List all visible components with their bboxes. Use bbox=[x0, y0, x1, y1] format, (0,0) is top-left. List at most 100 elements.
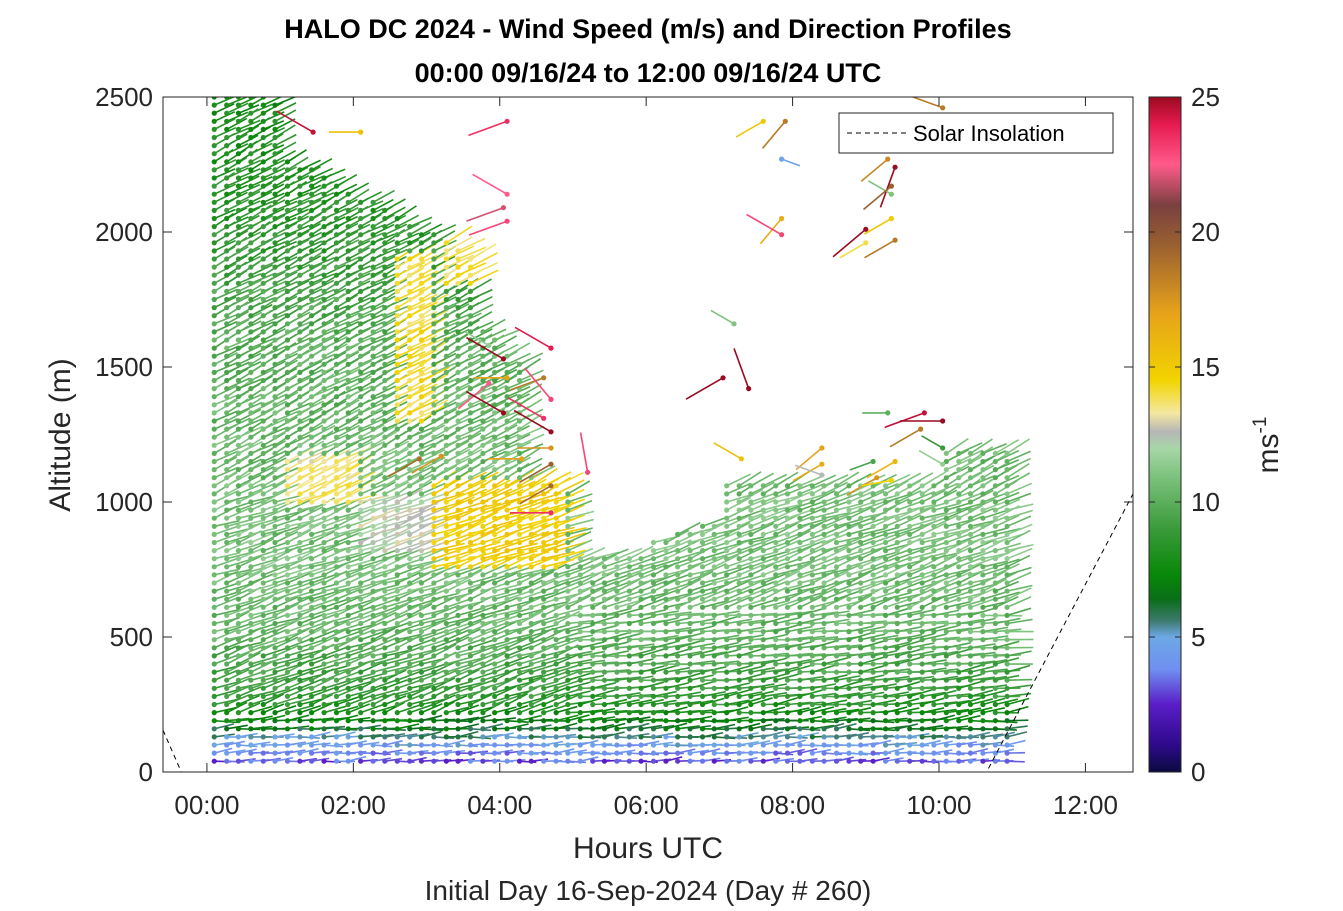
wind-barb-dot bbox=[309, 418, 315, 424]
wind-barb bbox=[211, 706, 237, 716]
wind-barb-shaft bbox=[238, 425, 264, 438]
wind-barb-shaft bbox=[213, 393, 240, 406]
wind-barb-shaft bbox=[226, 111, 249, 123]
wind-barb-dot bbox=[455, 742, 461, 748]
wind-barb-dot bbox=[272, 240, 278, 246]
wind-barb-dot bbox=[321, 701, 327, 708]
wind-barb-dot bbox=[467, 288, 474, 294]
wind-barb-dot bbox=[455, 361, 461, 367]
wind-barb-dot bbox=[358, 305, 364, 311]
wind-barb-dot bbox=[370, 669, 376, 675]
wind-barb-dot bbox=[358, 337, 364, 343]
wind-barb-dot bbox=[370, 264, 376, 270]
wind-barb bbox=[248, 572, 275, 586]
wind-barb-dot bbox=[333, 353, 340, 359]
wind-barb-dot bbox=[394, 240, 400, 246]
wind-barb-dot bbox=[309, 256, 315, 262]
wind-barb-dot bbox=[431, 280, 437, 286]
wind-barb-dot bbox=[345, 280, 351, 286]
wind-barb-dot bbox=[248, 637, 254, 643]
wind-barb-dot bbox=[345, 377, 351, 384]
wind-barb-dot bbox=[480, 750, 486, 756]
wind-barb-dot bbox=[370, 742, 376, 748]
wind-barb-shaft bbox=[238, 159, 262, 171]
wind-barb-dot bbox=[394, 750, 400, 756]
wind-barb-dot bbox=[211, 159, 217, 165]
wind-barb bbox=[235, 598, 263, 610]
wind-barb-dot bbox=[358, 661, 364, 667]
wind-barb-dot bbox=[370, 491, 376, 497]
wind-barb-dot bbox=[284, 296, 291, 303]
wind-barb-dot bbox=[358, 361, 364, 367]
wind-barb-dot bbox=[235, 329, 242, 335]
wind-barb-dot bbox=[443, 280, 449, 286]
wind-barb bbox=[260, 607, 288, 619]
wind-barb bbox=[248, 182, 273, 197]
wind-barb bbox=[211, 321, 238, 335]
wind-barb-dot bbox=[443, 531, 449, 538]
wind-barb bbox=[235, 206, 261, 222]
wind-barb-dot bbox=[345, 742, 351, 748]
wind-barb-dot bbox=[224, 126, 230, 132]
wind-barb-dot bbox=[272, 734, 278, 740]
wind-barb-dot bbox=[284, 742, 291, 748]
wind-barb-shaft bbox=[238, 694, 260, 706]
wind-barb-dot bbox=[345, 629, 351, 635]
wind-barb-dot bbox=[297, 758, 303, 764]
wind-barb-dot bbox=[480, 710, 486, 716]
wind-barb-shaft bbox=[226, 417, 251, 430]
wind-barb-dot bbox=[297, 305, 303, 311]
wind-barb-dot bbox=[394, 450, 400, 456]
wind-barb-shaft bbox=[213, 296, 237, 309]
wind-barb-dot bbox=[382, 620, 388, 627]
wind-barb-dot bbox=[467, 321, 474, 327]
wind-barb-dot bbox=[309, 620, 315, 627]
wind-barb-dot bbox=[345, 224, 351, 230]
wind-barb-dot bbox=[467, 661, 474, 667]
wind-barb bbox=[224, 668, 250, 683]
wind-barb-dot bbox=[321, 240, 327, 246]
wind-barb-dot bbox=[382, 629, 388, 635]
wind-barb-dot bbox=[382, 580, 388, 586]
wind-barb-dot bbox=[394, 701, 400, 708]
wind-barb-dot bbox=[321, 426, 327, 432]
wind-barb-dot bbox=[418, 653, 425, 659]
wind-barb-shaft bbox=[238, 279, 262, 293]
wind-barb-dot bbox=[407, 653, 413, 659]
wind-barb-dot bbox=[443, 256, 449, 262]
wind-barb-dot bbox=[309, 377, 315, 384]
wind-barb-dot bbox=[333, 596, 340, 602]
wind-barb-dot bbox=[309, 386, 315, 392]
wind-barb-dot bbox=[370, 750, 376, 756]
wind-barb-dot bbox=[260, 159, 266, 165]
wind-barb-dot bbox=[297, 369, 303, 375]
wind-barb-dot bbox=[394, 620, 400, 627]
wind-barb-dot bbox=[418, 734, 425, 740]
wind-barb-dot bbox=[382, 288, 388, 294]
wind-barb-dot bbox=[431, 734, 437, 740]
wind-barb-dot bbox=[321, 742, 327, 748]
wind-barb bbox=[260, 101, 284, 116]
wind-barb bbox=[211, 681, 238, 691]
wind-barb-dot bbox=[431, 499, 437, 505]
wind-barb bbox=[235, 458, 262, 473]
wind-barb-dot bbox=[321, 264, 327, 270]
wind-barb-dot bbox=[211, 215, 217, 222]
wind-barb-dot bbox=[394, 645, 400, 651]
wind-barb bbox=[224, 97, 230, 100]
wind-barb-dot bbox=[407, 637, 413, 643]
wind-barb-dot bbox=[358, 685, 364, 691]
wind-barb-dot bbox=[443, 475, 449, 481]
wind-barb-dot bbox=[418, 232, 425, 238]
wind-barb-dot bbox=[272, 418, 278, 424]
wind-barb-dot bbox=[284, 750, 291, 756]
wind-barb-dot bbox=[235, 677, 242, 683]
wind-barb-dot bbox=[333, 742, 340, 748]
wind-barb-dot bbox=[297, 653, 303, 659]
wind-barb-shaft bbox=[226, 740, 245, 746]
wind-barb-dot bbox=[370, 620, 376, 627]
wind-barb-dot bbox=[272, 126, 278, 132]
wind-barb-dot bbox=[407, 361, 413, 367]
wind-barb bbox=[248, 97, 267, 108]
wind-barb-dot bbox=[333, 580, 340, 586]
